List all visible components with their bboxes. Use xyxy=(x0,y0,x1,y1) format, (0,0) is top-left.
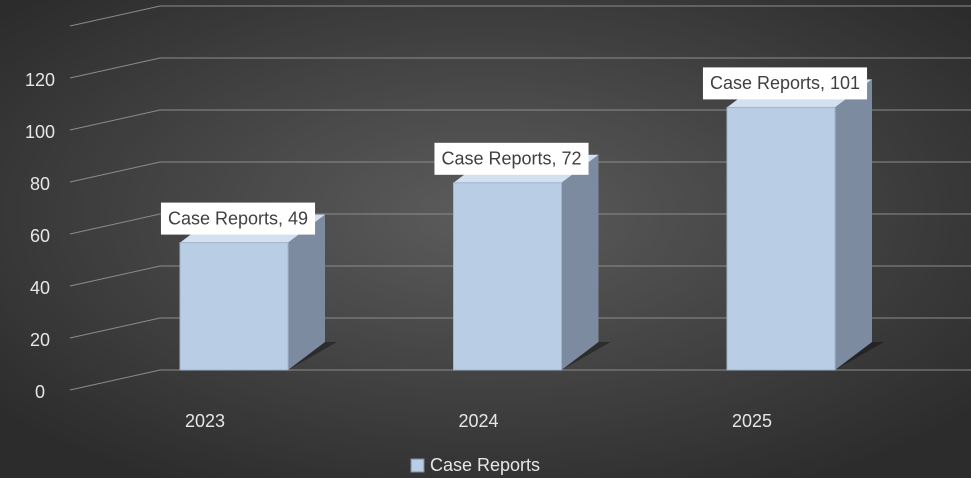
data-label-box xyxy=(434,142,589,175)
bar xyxy=(453,182,562,371)
grid-line xyxy=(69,109,971,131)
plot-frame xyxy=(69,5,971,27)
grid-line xyxy=(69,317,971,339)
x-tick-label: 2023 xyxy=(185,411,225,431)
bar-side xyxy=(561,154,599,370)
bar xyxy=(179,242,289,371)
grid-line xyxy=(69,369,971,391)
bar-side xyxy=(288,214,325,370)
legend-label: Case Reports xyxy=(430,455,540,475)
y-tick-label: 20 xyxy=(30,330,50,350)
y-tick-label: 0 xyxy=(35,382,45,402)
grid-line xyxy=(69,213,971,235)
x-tick-label: 2025 xyxy=(732,411,772,431)
data-label: Case Reports, 72 xyxy=(441,149,581,169)
y-tick-label: 40 xyxy=(30,278,50,298)
y-tick-label: 100 xyxy=(25,122,55,142)
data-label-box xyxy=(160,202,316,235)
bar xyxy=(726,106,836,371)
data-label: Case Reports, 101 xyxy=(710,73,860,93)
bar-side xyxy=(835,79,872,371)
y-tick-label: 120 xyxy=(25,70,55,90)
y-tick-label: 60 xyxy=(30,226,50,246)
grid-line xyxy=(69,161,971,183)
grid-line xyxy=(69,265,971,287)
x-tick-label: 2024 xyxy=(458,411,498,431)
data-label: Case Reports, 49 xyxy=(168,208,308,228)
grid-line xyxy=(69,57,971,79)
data-label-box xyxy=(702,67,868,100)
y-tick-label: 80 xyxy=(30,174,50,194)
legend-swatch xyxy=(410,458,425,473)
